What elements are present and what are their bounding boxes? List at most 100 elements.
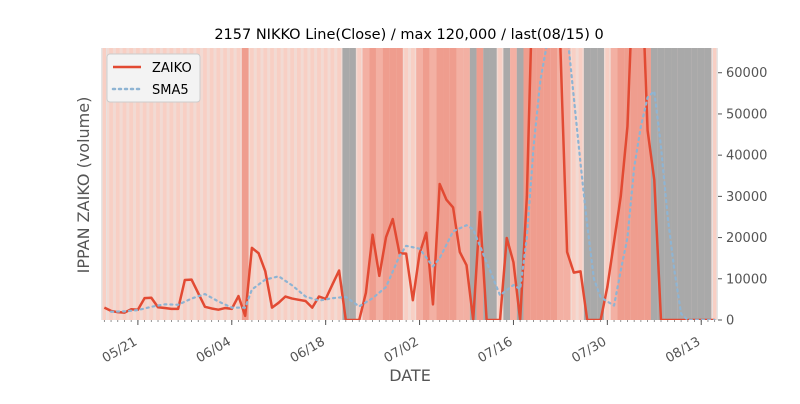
day-band-light: [162, 48, 167, 320]
day-band-light: [498, 48, 502, 320]
day-band-gray: [349, 48, 356, 320]
day-band-strong: [396, 48, 403, 320]
day-band-light: [256, 48, 261, 320]
day-band-gray: [677, 48, 685, 320]
day-band-light: [122, 48, 127, 320]
x-tick-label: 06/04: [194, 334, 234, 366]
day-band-strong: [550, 48, 558, 320]
day-band-light: [250, 48, 254, 320]
day-band-light: [115, 48, 120, 320]
day-band-light: [263, 48, 268, 320]
day-band-gray: [503, 48, 511, 320]
x-tick-label: 06/18: [288, 334, 328, 366]
y-tick-label: 50000: [726, 107, 767, 122]
day-band-light: [203, 48, 207, 320]
day-band-gray: [697, 48, 705, 320]
day-band-gray: [671, 48, 678, 320]
day-band-strong: [369, 48, 376, 320]
day-band-gray: [590, 48, 598, 320]
day-band-gray: [483, 48, 490, 320]
day-band-gray: [664, 48, 672, 320]
day-band-strong: [644, 48, 651, 320]
day-band-light: [129, 48, 134, 320]
day-band-gray: [489, 48, 497, 320]
day-band-light: [189, 48, 194, 320]
series-line-sma5: [109, 48, 716, 320]
day-band-light: [196, 48, 201, 320]
day-band-light: [297, 48, 301, 320]
day-band-light: [290, 48, 294, 320]
y-tick-label: 10000: [726, 272, 767, 287]
day-band-gray: [516, 48, 524, 320]
day-band-gray: [469, 48, 477, 320]
day-band-light: [571, 48, 576, 320]
day-band-light: [310, 48, 315, 320]
day-band-light: [712, 48, 717, 320]
day-band-strong: [389, 48, 397, 320]
day-band-medium: [557, 48, 564, 320]
x-axis-label: DATE: [389, 366, 431, 385]
day-band-light: [337, 48, 341, 320]
day-band-strong: [241, 48, 249, 320]
day-band-light: [223, 48, 227, 320]
day-band-gray: [691, 48, 698, 320]
day-band-light: [605, 48, 610, 320]
day-band-light: [303, 48, 308, 320]
day-band-gray: [597, 48, 604, 320]
day-band-strong: [624, 48, 631, 320]
day-band-light: [283, 48, 288, 320]
legend: ZAIKO SMA5: [106, 53, 201, 103]
day-band-light: [182, 48, 187, 320]
x-axis: 05/21 06/04 06/18 07/02 07/16 07/30 08/13: [100, 320, 716, 366]
y-axis-label: IPPAN ZAIKO (volume): [74, 97, 93, 274]
day-band-medium: [456, 48, 464, 320]
day-band-medium: [362, 48, 370, 320]
y-axis: 0 10000 20000 30000 40000 50000 60000: [718, 66, 767, 329]
y-tick-label: 0: [726, 314, 734, 329]
day-band-gray: [704, 48, 712, 320]
day-band-strong: [637, 48, 645, 320]
day-band-strong: [543, 48, 551, 320]
x-tick-label: 07/02: [382, 334, 422, 366]
day-band-strong: [530, 48, 537, 320]
day-band-light: [102, 48, 107, 320]
day-band-strong: [382, 48, 390, 320]
y-tick-label: 60000: [726, 66, 767, 81]
x-tick-label: 07/30: [569, 334, 609, 366]
day-band-light: [411, 48, 415, 320]
legend-sma5-label: SMA5: [152, 83, 189, 98]
day-band-strong: [630, 48, 638, 320]
day-band-medium: [510, 48, 517, 320]
x-tick-label: 08/13: [663, 334, 703, 366]
y-tick-label: 40000: [726, 149, 767, 164]
day-band-medium: [563, 48, 571, 320]
day-band-medium: [375, 48, 383, 320]
day-band-light: [216, 48, 221, 320]
day-band-medium: [610, 48, 618, 320]
day-band-light: [276, 48, 281, 320]
y-tick-label: 20000: [726, 231, 767, 246]
x-tick-label: 07/16: [476, 334, 516, 366]
day-band-gray: [684, 48, 692, 320]
chart-title: 2157 NIKKO Line(Close) / max 120,000 / l…: [214, 27, 603, 43]
day-band-light: [149, 48, 154, 320]
day-band-medium: [416, 48, 423, 320]
day-band-light: [330, 48, 335, 320]
day-band-gray: [583, 48, 591, 320]
day-band-light: [156, 48, 160, 320]
day-band-light: [404, 48, 408, 320]
day-bands: [102, 48, 717, 320]
day-band-light: [229, 48, 234, 320]
day-band-gray: [342, 48, 350, 320]
day-band-medium: [463, 48, 470, 320]
day-band-light: [176, 48, 180, 320]
day-band-light: [209, 48, 214, 320]
day-band-light: [136, 48, 140, 320]
day-band-light: [357, 48, 362, 320]
day-band-strong: [476, 48, 484, 320]
day-band-gray: [657, 48, 665, 320]
day-band-light: [578, 48, 583, 320]
series-line-zaiko: [103, 48, 715, 320]
day-band-strong: [449, 48, 457, 320]
